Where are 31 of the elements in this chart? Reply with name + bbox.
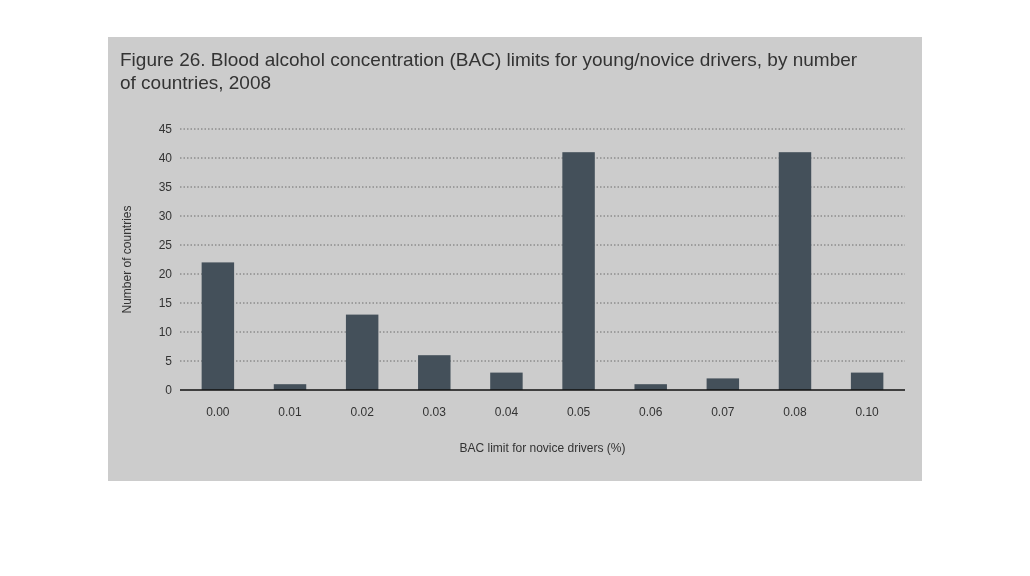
x-tick-label: 0.04 [494,405,519,419]
bar [490,372,523,390]
y-tick-label: 5 [165,354,173,369]
y-tick-label: 20 [158,267,173,282]
x-tick-label: 0.10 [855,405,880,419]
y-tick-label: 30 [158,209,173,224]
y-tick-label: 45 [158,122,173,137]
bar [850,372,884,390]
y-axis-title: Number of countries [120,205,134,314]
y-tick-label: 15 [158,296,173,311]
x-tick-label: 0.08 [783,405,807,419]
x-tick-label: 0.05 [566,405,591,419]
x-tick-label: 0.03 [422,405,447,419]
x-tick-label: 0.07 [711,405,735,419]
y-tick-label: 40 [158,151,173,166]
bar [418,355,451,390]
x-tick-label: 0.02 [350,405,375,419]
y-tick-label: 35 [158,180,173,195]
y-tick-label: 0 [165,383,173,398]
bar [778,152,812,390]
y-tick-label: 25 [158,238,173,253]
x-axis-title: BAC limit for novice drivers (%) [459,441,626,455]
x-tick-label: 0.06 [639,405,663,419]
y-tick-label: 10 [158,325,173,340]
bar [706,378,740,390]
bar [562,152,595,390]
x-tick-label: 0.01 [278,405,303,419]
chart-title: Figure 26. Blood alcohol concentration (BAC) limits for young/novice drivers, by number of countries, 2008 [120,49,858,93]
bar [201,262,235,390]
bar [345,314,379,390]
x-tick-label: 0.00 [206,405,230,419]
